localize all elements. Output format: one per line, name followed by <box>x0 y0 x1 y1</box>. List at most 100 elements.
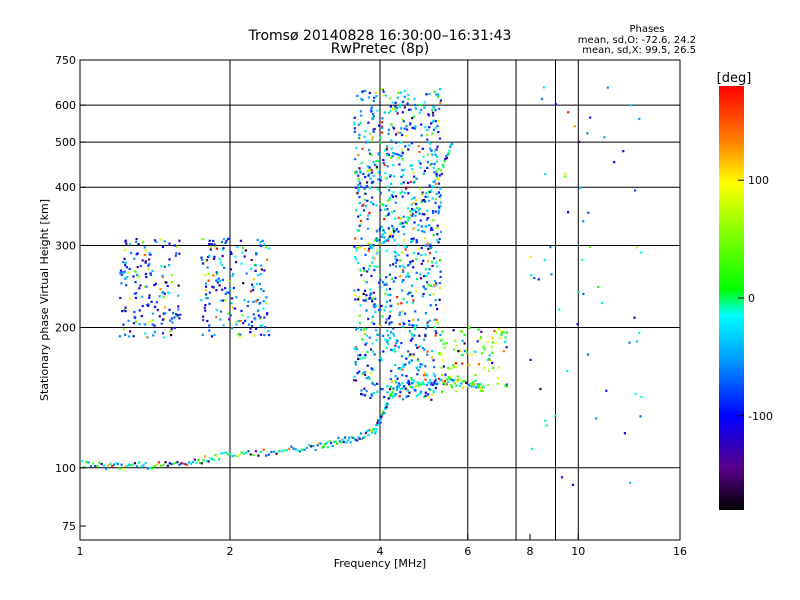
data-point <box>403 322 406 325</box>
data-point <box>296 449 299 452</box>
data-point <box>441 163 444 167</box>
data-point <box>363 289 367 292</box>
data-point <box>392 152 395 155</box>
data-point <box>424 378 427 381</box>
data-point <box>412 237 415 240</box>
data-point <box>440 379 444 382</box>
data-point <box>180 462 183 465</box>
data-point <box>487 383 490 386</box>
data-point <box>554 103 558 106</box>
data-point <box>403 89 406 92</box>
data-point <box>415 198 418 202</box>
data-point <box>360 389 363 392</box>
data-point <box>263 243 266 246</box>
data-point <box>388 212 391 215</box>
data-point <box>425 373 428 376</box>
data-point <box>447 152 450 155</box>
data-point <box>243 298 246 302</box>
data-point <box>135 240 138 243</box>
data-point <box>143 246 146 249</box>
data-point <box>331 444 334 448</box>
data-point <box>481 385 484 388</box>
data-point <box>461 353 464 357</box>
data-point <box>340 441 343 444</box>
data-point <box>483 366 486 370</box>
data-point <box>411 208 414 211</box>
data-point <box>118 467 121 470</box>
data-point <box>442 165 445 168</box>
data-point <box>426 281 429 284</box>
data-point <box>438 107 441 110</box>
data-point <box>364 373 367 376</box>
data-point <box>401 134 404 137</box>
data-point <box>401 289 404 292</box>
data-point <box>402 279 405 282</box>
data-point <box>425 268 428 271</box>
data-point <box>372 392 375 395</box>
data-point <box>460 382 463 385</box>
data-point <box>434 279 437 283</box>
data-point <box>235 296 238 299</box>
data-point <box>379 417 383 420</box>
data-point <box>356 177 360 181</box>
data-point <box>408 361 411 365</box>
data-point <box>262 290 265 293</box>
data-point <box>439 287 442 290</box>
data-point <box>231 274 234 277</box>
data-point <box>354 346 358 349</box>
data-point <box>139 284 142 287</box>
data-point <box>505 383 508 386</box>
data-point <box>415 394 418 398</box>
data-point <box>409 213 412 217</box>
data-point <box>373 306 376 309</box>
data-point <box>367 268 371 271</box>
data-point <box>205 259 209 262</box>
data-point <box>404 221 407 224</box>
data-point <box>145 336 149 339</box>
data-point <box>355 258 358 261</box>
data-point <box>355 249 358 252</box>
data-point <box>438 88 442 91</box>
data-point <box>267 453 270 456</box>
data-point <box>353 116 356 119</box>
data-point <box>385 282 388 285</box>
data-point <box>208 291 211 294</box>
data-point <box>425 192 428 195</box>
data-point <box>537 278 540 281</box>
data-point <box>278 450 281 453</box>
data-point <box>372 180 375 183</box>
y-tick-label: 600 <box>55 99 76 112</box>
data-point <box>360 185 363 188</box>
data-point <box>433 162 436 165</box>
data-point <box>169 319 172 322</box>
data-point <box>431 210 435 213</box>
data-point <box>421 363 424 366</box>
data-point <box>435 282 438 285</box>
y-tick-label: 100 <box>55 462 76 475</box>
data-point <box>285 449 288 452</box>
data-point <box>151 467 154 470</box>
data-points <box>81 86 643 486</box>
data-point <box>426 374 429 377</box>
data-point <box>290 445 293 448</box>
data-point <box>381 121 384 124</box>
data-point <box>429 228 433 231</box>
data-point <box>394 265 397 268</box>
data-point <box>412 227 415 230</box>
data-point <box>178 317 181 320</box>
data-point <box>432 166 435 169</box>
data-point <box>408 275 411 278</box>
data-point <box>260 451 263 454</box>
data-point <box>330 441 333 444</box>
data-point <box>558 308 561 311</box>
data-point <box>370 107 373 110</box>
data-point <box>396 153 399 156</box>
data-point <box>357 123 360 126</box>
data-point <box>207 272 210 276</box>
data-point <box>400 302 403 305</box>
data-point <box>385 148 388 151</box>
data-point <box>407 395 410 398</box>
data-point <box>470 385 473 388</box>
data-point <box>404 312 407 315</box>
data-point <box>391 164 395 167</box>
